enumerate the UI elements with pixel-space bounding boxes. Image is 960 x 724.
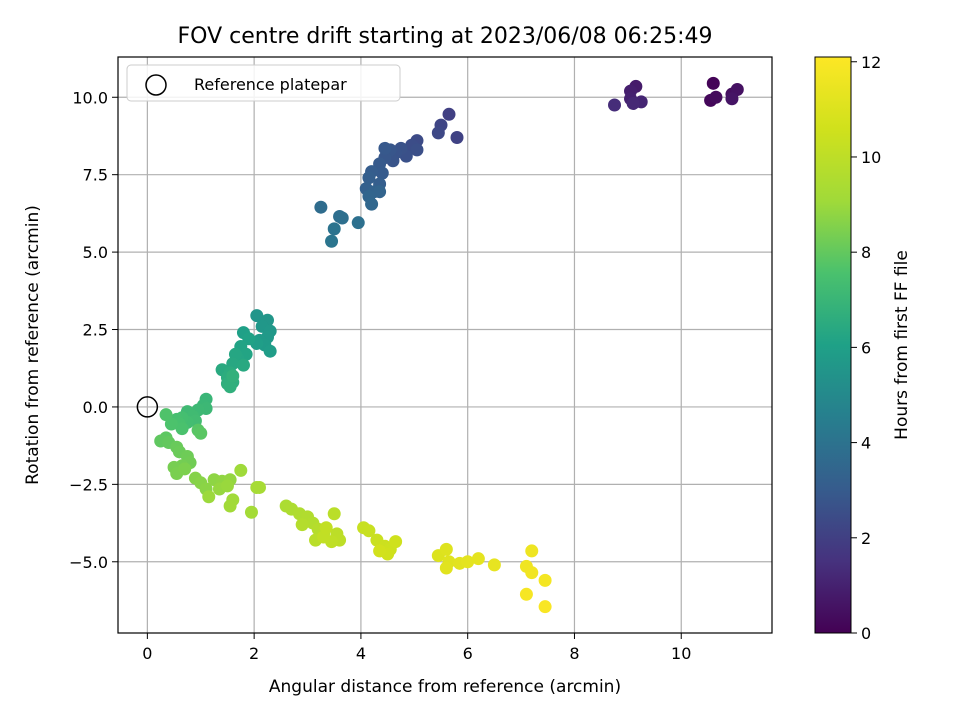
data-point [252, 480, 266, 494]
colorbar-tick-label: 8 [861, 243, 871, 262]
data-point [709, 90, 723, 104]
data-point [626, 96, 640, 110]
legend-box [126, 64, 401, 102]
data-points [154, 76, 744, 614]
colorbar-tick-label: 4 [861, 434, 871, 453]
chart-title: FOV centre drift starting at 2023/06/08 … [178, 24, 713, 49]
data-point [375, 166, 389, 180]
x-tick-label: 10 [671, 644, 691, 663]
data-point [519, 587, 533, 601]
colorbar: 0 2 4 6 8 10 12 Hours from first FF file [814, 53, 912, 643]
data-point [389, 535, 403, 549]
x-tick-label: 8 [569, 644, 579, 663]
data-point [373, 185, 387, 199]
data-point [410, 143, 424, 157]
y-axis-label: Rotation from reference (arcmin) [23, 205, 43, 485]
data-point [295, 518, 309, 532]
x-tick-label: 4 [356, 644, 366, 663]
y-tick-label: −5.0 [69, 553, 108, 572]
data-point [325, 234, 339, 248]
y-tick-label: 0.0 [83, 398, 108, 417]
data-point [202, 490, 216, 504]
y-tick-label: −2.5 [69, 475, 108, 494]
data-point [362, 524, 376, 538]
x-axis-ticks: 0 2 4 6 8 10 [142, 633, 691, 663]
data-point [335, 211, 349, 225]
data-point [442, 107, 456, 121]
data-point [234, 463, 248, 477]
data-point [314, 200, 328, 214]
data-point [223, 380, 237, 394]
colorbar-tick-label: 10 [861, 148, 881, 167]
data-point [244, 505, 258, 519]
data-point [220, 479, 234, 493]
data-point [706, 76, 720, 90]
data-point [431, 126, 445, 140]
data-point [461, 555, 475, 569]
data-point [439, 561, 453, 575]
data-point [450, 131, 464, 145]
data-point [263, 344, 277, 358]
data-point [178, 462, 192, 476]
data-point [242, 332, 256, 346]
data-point [608, 98, 622, 112]
x-tick-label: 0 [142, 644, 152, 663]
y-axis-ticks: −5.0 −2.5 0.0 2.5 5.0 7.5 10.0 [69, 88, 118, 572]
legend-label: Reference platepar [194, 75, 347, 94]
x-tick-label: 6 [463, 644, 473, 663]
legend-marker-icon [145, 74, 167, 96]
colorbar-tick-label: 2 [861, 529, 871, 548]
grid [118, 57, 772, 633]
data-point [487, 558, 501, 572]
y-tick-label: 10.0 [72, 88, 108, 107]
y-tick-label: 5.0 [83, 243, 108, 262]
data-point [365, 197, 379, 211]
data-point [538, 600, 552, 614]
data-point [439, 542, 453, 556]
plot-area: 0 2 4 6 8 10 −5.0 −2.5 0.0 2.5 5.0 7.5 10.0 [69, 56, 773, 663]
data-point [236, 358, 250, 372]
data-point [223, 499, 237, 513]
data-point [175, 422, 189, 436]
data-point [373, 544, 387, 558]
data-point [250, 309, 264, 323]
colorbar-gradient [814, 56, 852, 634]
colorbar-tick-label: 6 [861, 338, 871, 357]
data-point [538, 573, 552, 587]
colorbar-tick-label: 12 [861, 53, 881, 72]
data-point [471, 552, 485, 566]
data-point [327, 507, 341, 521]
reference-point-marker [136, 396, 159, 418]
data-point [194, 426, 208, 440]
legend: Reference platepar [126, 64, 401, 102]
plot-frame [117, 56, 773, 634]
colorbar-label: Hours from first FF file [892, 250, 912, 440]
data-point [159, 408, 173, 422]
data-point [725, 92, 739, 106]
data-point [378, 141, 392, 155]
data-point [351, 216, 365, 230]
colorbar-tick-label: 0 [861, 624, 871, 643]
y-tick-label: 7.5 [83, 166, 108, 185]
data-point [525, 544, 539, 558]
data-point [362, 171, 376, 185]
data-point [327, 222, 341, 236]
x-tick-label: 2 [249, 644, 259, 663]
y-tick-label: 2.5 [83, 321, 108, 340]
data-point [226, 369, 240, 383]
x-axis-label: Angular distance from reference (arcmin) [269, 677, 621, 697]
data-point [319, 521, 333, 535]
data-point [525, 566, 539, 580]
colorbar-ticks: 0 2 4 6 8 10 12 [851, 53, 881, 643]
